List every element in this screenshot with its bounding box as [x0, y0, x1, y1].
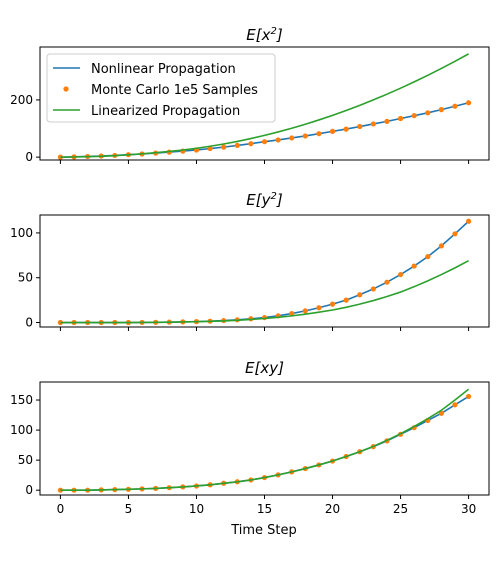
series-line-3 — [60, 259, 469, 324]
y-tick-label: 150 — [10, 393, 33, 407]
data-point — [425, 254, 431, 260]
y-tick-label: 0 — [25, 150, 33, 164]
data-point — [465, 218, 472, 224]
y-tick-label: 100 — [10, 226, 33, 240]
data-point — [289, 310, 295, 317]
axes-frame — [39, 214, 490, 328]
x-tick-label: 5 — [125, 502, 133, 516]
data-point — [261, 139, 268, 145]
data-point — [329, 128, 336, 134]
data-point — [302, 133, 308, 139]
y-tick-label: 100 — [10, 423, 33, 437]
legend-entry: Linearized Propagation — [91, 104, 240, 119]
x-tick-label: 20 — [325, 502, 340, 516]
data-point — [302, 308, 308, 314]
data-point — [465, 100, 472, 106]
data-point — [370, 121, 376, 127]
data-point — [343, 126, 349, 132]
chart-title: E[y2] — [246, 191, 283, 209]
data-point — [397, 115, 404, 122]
data-point — [343, 297, 349, 303]
data-point — [329, 301, 336, 307]
data-point — [316, 305, 322, 311]
subplot-2: 0 50 100 E[y2] — [10, 191, 490, 331]
chart-title: E[x2] — [246, 26, 283, 44]
y-tick-label: 50 — [18, 271, 33, 285]
data-point — [411, 263, 417, 269]
x-axis-label: Time Step — [230, 523, 297, 538]
data-point — [357, 123, 363, 130]
data-point — [357, 292, 363, 298]
data-point — [438, 107, 444, 113]
data-point — [316, 131, 322, 137]
data-point — [384, 118, 390, 124]
series-line-1 — [60, 220, 470, 324]
legend: Nonlinear Propagation Monte Carlo 1e5 Sam… — [46, 53, 276, 123]
legend-entry: Nonlinear Propagation — [91, 62, 236, 77]
subplot-3: 0 5 10 15 20 25 30 0 50 100 150 E[xy] — [10, 359, 490, 516]
data-point — [234, 142, 240, 149]
data-point — [411, 113, 417, 119]
legend-box — [46, 53, 276, 123]
y-tick-label: 50 — [18, 453, 33, 467]
y-tick-label: 0 — [25, 483, 33, 497]
legend-entry: Monte Carlo 1e5 Samples — [91, 83, 258, 98]
y-tick-label: 200 — [10, 93, 33, 107]
data-point — [384, 279, 390, 285]
x-tick-label: 0 — [57, 502, 65, 516]
data-point — [438, 243, 444, 249]
data-point — [465, 393, 472, 400]
data-point — [289, 135, 295, 141]
subplot-1: 0 200 E[x2] Nonlinear Propagation Monte Carl… — [10, 26, 490, 164]
data-point — [397, 271, 404, 278]
x-tick-label: 25 — [393, 502, 408, 516]
series-line-3 — [60, 53, 469, 158]
data-point — [370, 286, 376, 292]
series-line-3 — [60, 388, 470, 491]
x-tick-label: 15 — [257, 502, 272, 516]
y-tick-label: 0 — [25, 316, 33, 330]
chart-title: E[xy] — [245, 359, 284, 377]
legend-marker — [63, 86, 69, 92]
data-point — [248, 141, 254, 147]
data-point — [275, 137, 281, 143]
data-point — [452, 231, 458, 237]
data-point — [425, 110, 431, 116]
x-tick-label: 10 — [189, 502, 204, 516]
data-point — [452, 103, 458, 109]
data-point — [221, 144, 227, 150]
data-point — [452, 402, 458, 408]
x-tick-label: 30 — [461, 502, 476, 516]
